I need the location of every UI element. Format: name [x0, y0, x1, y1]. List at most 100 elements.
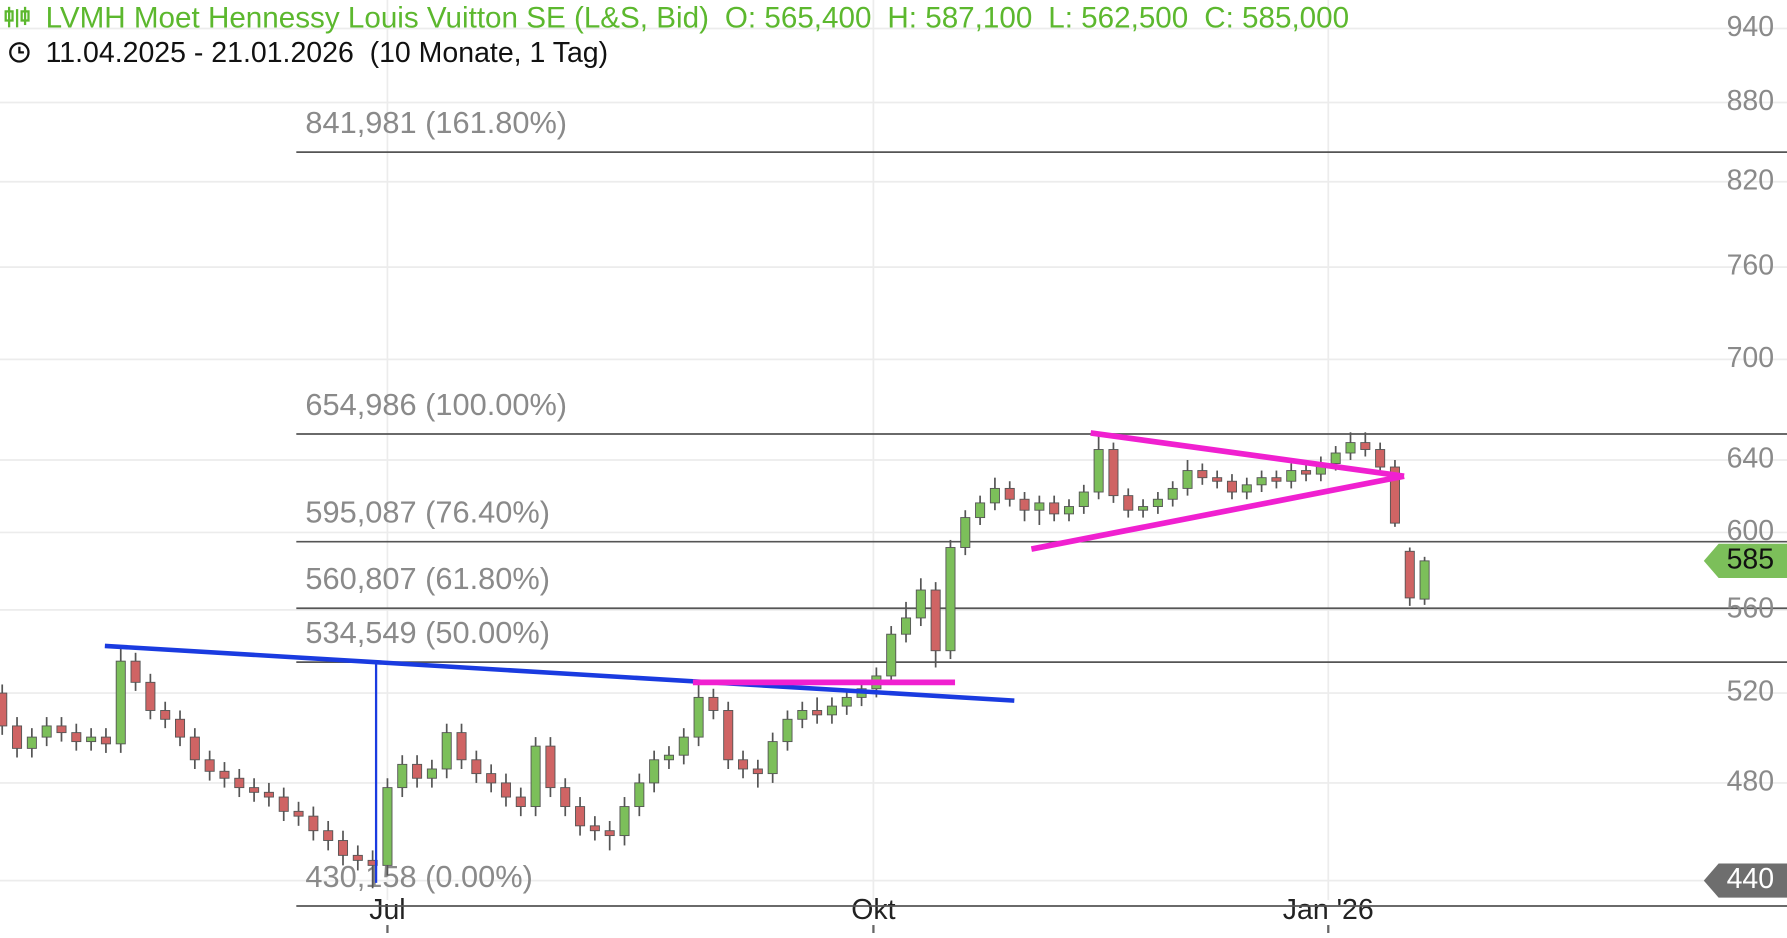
candle-body: [1182, 470, 1193, 489]
candle-body: [1004, 487, 1015, 500]
candle-body: [249, 787, 260, 793]
candle-body: [663, 754, 674, 761]
candle-body: [1197, 470, 1208, 479]
fib-label: 560,807 (61.80%): [305, 561, 550, 596]
candle-body: [145, 681, 156, 711]
candle-body: [234, 777, 245, 789]
candle-body: [1360, 442, 1371, 450]
chart-title-line: LVMH Moet Hennessy Louis Vuitton SE (L&S…: [46, 1, 1350, 34]
candle-body: [500, 782, 511, 798]
candle-body: [1078, 491, 1089, 508]
ohlc-label: L: 562,500: [1048, 1, 1188, 34]
candle-body: [1404, 550, 1415, 599]
candle-body: [826, 705, 837, 716]
clock-icon: [9, 42, 30, 63]
candle-body: [412, 763, 423, 779]
axis-badge-label: 440: [1727, 863, 1775, 895]
chart-subtitle: 11.04.2025 - 21.01.2026 (10 Monate, 1 Ta…: [46, 37, 609, 69]
candle-body: [175, 718, 186, 738]
candle-body: [1212, 477, 1223, 482]
candle-body: [1271, 477, 1282, 482]
candle-body: [812, 710, 823, 716]
candle-body: [797, 710, 808, 720]
candle-body: [530, 745, 541, 808]
candle-body: [1093, 449, 1104, 493]
candle-body: [604, 830, 615, 837]
candle-body: [575, 806, 586, 827]
fib-label: 534,549 (50.00%): [305, 615, 550, 650]
candle-body: [471, 759, 482, 775]
candle-body: [352, 854, 363, 861]
candle-body: [41, 725, 52, 738]
candle-body: [1034, 502, 1045, 511]
candle-body: [960, 517, 971, 548]
candle-body: [130, 660, 141, 683]
candle-body: [930, 589, 941, 652]
candle-body: [708, 696, 719, 711]
candle-body: [678, 736, 689, 756]
candle-body: [56, 725, 67, 734]
candle-body: [1345, 442, 1356, 454]
candle-body: [160, 710, 171, 720]
drawings: [104, 430, 1405, 883]
trend-line: [104, 643, 1015, 703]
triangle-line: [1030, 473, 1405, 552]
candle-body: [634, 782, 645, 808]
candles: [0, 432, 1430, 889]
candle-body: [738, 759, 749, 770]
candle-body: [456, 732, 467, 761]
candle-body: [767, 741, 778, 775]
candle-body: [649, 759, 660, 784]
candle-body: [1375, 449, 1386, 468]
last-price-label: 585: [1727, 543, 1775, 575]
y-tick-label: 520: [1727, 676, 1775, 708]
chart-title: LVMH Moet Hennessy Louis Vuitton SE (L&S…: [46, 1, 709, 34]
y-tick-label: 700: [1727, 342, 1775, 374]
header: LVMH Moet Hennessy Louis Vuitton SE (L&S…: [4, 1, 1350, 69]
axis-badge: [1703, 863, 1787, 898]
candle-body: [945, 547, 956, 652]
candle-body: [515, 796, 526, 808]
candle-body: [1049, 502, 1060, 515]
y-tick-label: 640: [1727, 443, 1775, 475]
y-tick-label: 940: [1727, 11, 1775, 43]
y-tick-label: 760: [1727, 250, 1775, 282]
y-tick-label: 600: [1727, 515, 1775, 547]
candle-body: [441, 732, 452, 770]
candle-body: [589, 825, 600, 832]
candle-body: [0, 692, 8, 727]
candle-body: [841, 696, 852, 707]
candle-body: [1241, 484, 1252, 493]
candle-body: [545, 745, 556, 789]
candle-body: [1019, 498, 1030, 511]
candle-body: [886, 633, 897, 677]
candle-body: [1419, 560, 1430, 600]
candle-body: [975, 502, 986, 519]
candle-body: [263, 791, 274, 798]
fib-label: 430,158 (0.00%): [305, 859, 532, 894]
y-axis: 440480520560600640700760820880940585440: [1703, 11, 1787, 898]
candle-body: [115, 660, 126, 745]
candle-body: [426, 768, 437, 779]
candle-body: [1138, 506, 1149, 511]
candle-body: [219, 770, 230, 779]
candle-body: [752, 768, 763, 775]
y-tick-label: 820: [1727, 164, 1775, 196]
candle-body: [100, 736, 111, 745]
candle-body: [1226, 480, 1237, 493]
x-tick-label: Jul: [369, 894, 405, 926]
candle-body: [915, 589, 926, 619]
ohlc-label: O: 565,400: [725, 1, 872, 34]
candle-body: [1389, 466, 1400, 524]
candle-body: [337, 840, 349, 856]
candle-body: [723, 710, 734, 761]
candle-body: [397, 763, 408, 789]
candle-body: [1301, 470, 1312, 475]
ohlc-label: C: 585,000: [1204, 1, 1349, 34]
y-tick-label: 480: [1727, 765, 1775, 797]
triangle-line: [1090, 430, 1405, 480]
candle-body: [86, 736, 97, 743]
